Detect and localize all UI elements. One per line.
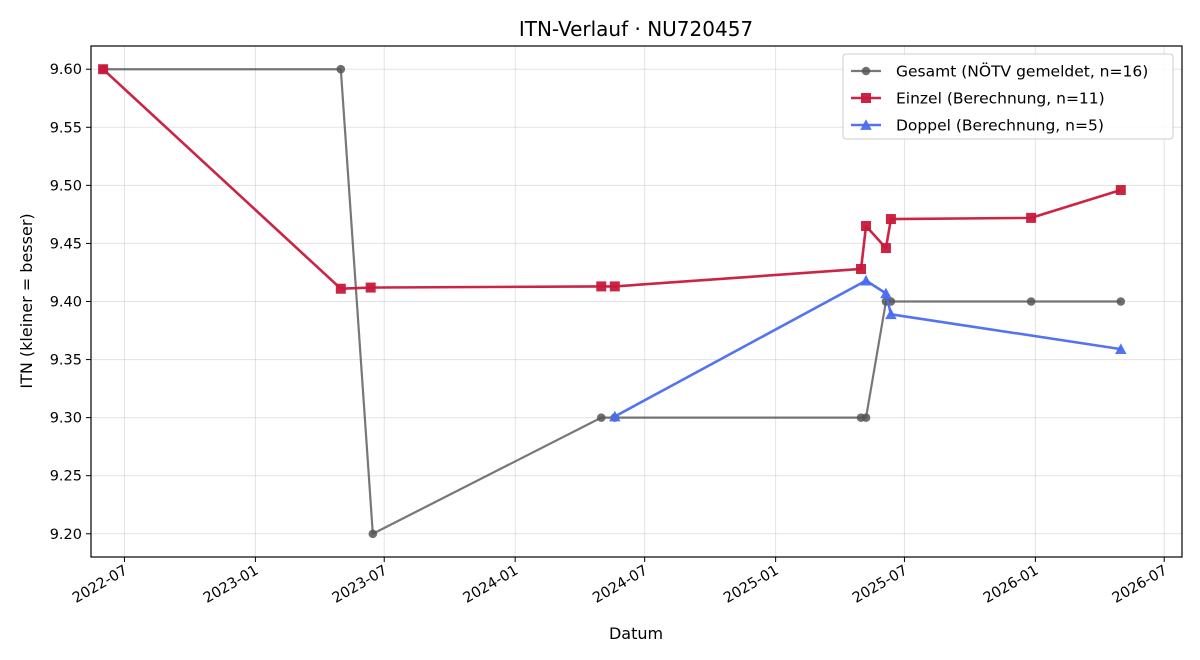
series-3-point	[880, 287, 892, 299]
series-2	[98, 64, 1126, 294]
series-1-point	[368, 529, 378, 539]
series-2-point	[880, 243, 891, 254]
series-2-point	[1115, 185, 1126, 196]
series-1-point	[336, 64, 346, 74]
legend-marker-3	[860, 119, 872, 130]
series-1-point	[1116, 297, 1126, 306]
series-2-point	[98, 64, 109, 75]
legend-box	[842, 53, 1174, 140]
series-3-point	[1115, 343, 1127, 355]
y-tick-label: 9.25	[50, 469, 82, 485]
y-tick-label: 9.35	[50, 353, 82, 369]
series-1-point	[1026, 297, 1036, 306]
legend-marker-2	[861, 93, 871, 103]
chart-title: ITN-Verlauf · NU720457	[519, 17, 753, 41]
legend: Gesamt (NÖTV gemeldet, n=16) Einzel (Bere…	[842, 53, 1174, 140]
y-axis-ticks: 9.20 9.25 9.30 9.35 9.40 9.45 9.50 9.55 9.60	[50, 62, 91, 543]
y-tick-label: 9.50	[50, 178, 82, 194]
legend-label-3: Doppel (Berechnung, n=5)	[896, 117, 1104, 135]
y-tick-label: 9.55	[50, 120, 82, 136]
y-tick-label: 9.20	[50, 527, 82, 543]
y-tick-label: 9.40	[50, 295, 82, 311]
series-2-point	[596, 281, 607, 292]
legend-label-2: Einzel (Berechnung, n=11)	[896, 90, 1105, 108]
series-2-point	[335, 283, 346, 294]
series-3	[609, 274, 1127, 422]
series-2-point	[1026, 212, 1037, 223]
series-2-point	[885, 214, 896, 225]
y-tick-label: 9.45	[50, 236, 82, 252]
series-1-point	[596, 413, 606, 422]
series-2-point	[609, 281, 620, 292]
series-1-point	[861, 413, 871, 422]
x-axis-label: Datum	[609, 624, 663, 643]
y-tick-label: 9.60	[50, 62, 82, 78]
legend-marker-1	[861, 66, 871, 76]
series-2-point	[861, 221, 872, 232]
series-3-point	[885, 308, 897, 320]
series-layer	[98, 64, 1127, 539]
y-axis-label: ITN (kleiner = besser)	[17, 213, 36, 388]
legend-label-1: Gesamt (NÖTV gemeldet, n=16)	[896, 62, 1148, 81]
series-3-point	[860, 274, 872, 286]
y-tick-label: 9.30	[50, 411, 82, 427]
series-3-point	[609, 410, 621, 422]
series-2-point	[365, 282, 376, 293]
series-2-point	[856, 263, 867, 274]
